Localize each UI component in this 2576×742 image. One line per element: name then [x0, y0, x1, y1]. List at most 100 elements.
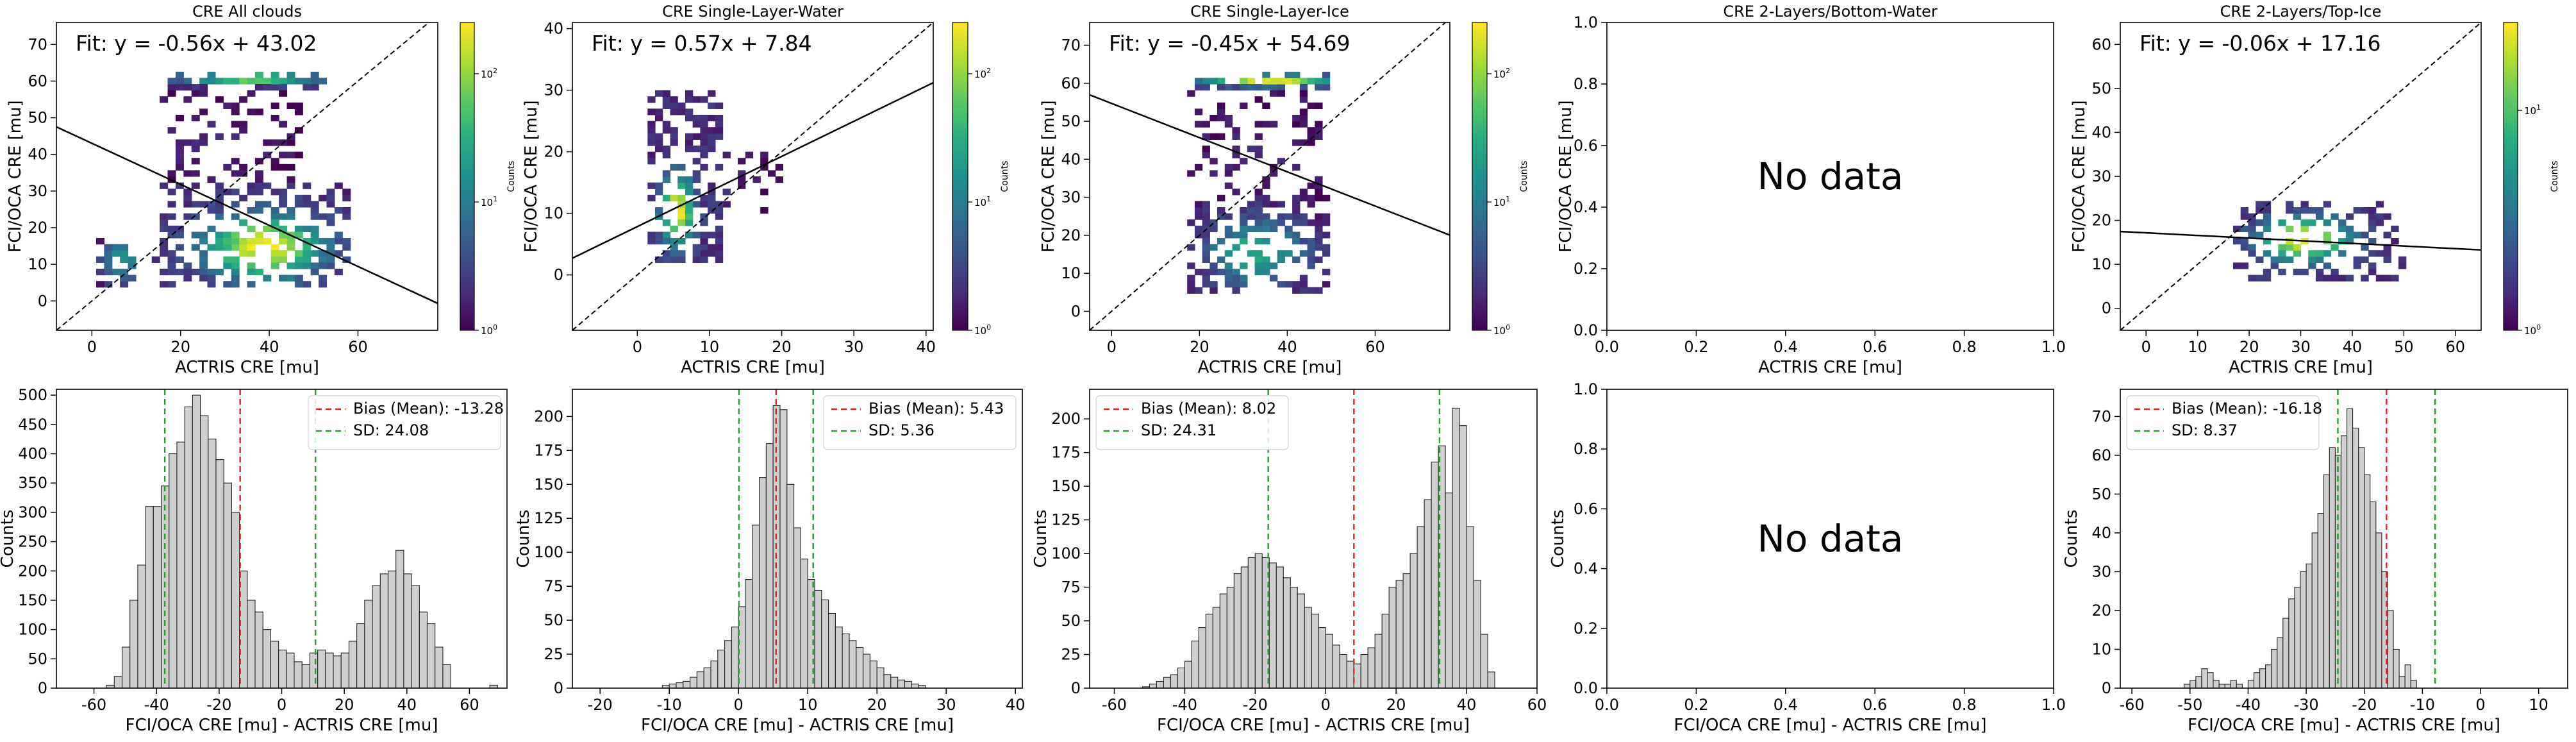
histogram-bar: [786, 484, 795, 688]
histogram-bar: [710, 661, 719, 688]
x-tick-label: 1.0: [2041, 338, 2066, 356]
density-cell: [2345, 213, 2354, 220]
density-cell: [1262, 84, 1270, 91]
density-cell: [2345, 274, 2354, 282]
density-cell: [1277, 256, 1286, 263]
histogram-bar: [765, 443, 774, 688]
colorbar-tick-exponent: 2: [493, 67, 497, 75]
axes-frame: [56, 389, 508, 689]
colorbar: [2503, 22, 2518, 331]
density-cell: [662, 238, 671, 245]
density-cell: [1187, 262, 1195, 269]
y-tick-label: 250: [18, 533, 47, 551]
density-cell: [1315, 194, 1323, 201]
x-tick-label: 0.8: [1952, 338, 1977, 356]
density-cell: [104, 281, 113, 288]
density-cell: [1209, 244, 1218, 251]
density-cell: [326, 189, 335, 196]
density-cell: [2286, 201, 2294, 208]
histogram-bar: [890, 677, 899, 688]
density-cell: [342, 238, 351, 245]
x-tick-label: -60: [81, 696, 106, 714]
density-cell: [655, 90, 663, 97]
histogram-bar: [1212, 607, 1220, 688]
panel-title: CRE Single-Layer-Ice: [1190, 3, 1349, 21]
density-cell: [715, 238, 724, 245]
density-cell: [254, 232, 263, 239]
histogram-bar: [442, 664, 451, 688]
x-tick-label: 20: [170, 338, 190, 356]
density-cell: [279, 121, 288, 128]
density-cell: [2240, 225, 2248, 232]
colorbar-tick-label: 102: [974, 67, 991, 80]
density-cell: [662, 96, 671, 103]
density-cell: [2263, 213, 2272, 220]
density-cell: [1217, 213, 1226, 220]
density-cell: [2353, 256, 2361, 263]
density-cell: [2248, 244, 2256, 251]
density-cell: [1315, 213, 1323, 220]
density-cell: [1270, 121, 1278, 128]
density-cell: [760, 189, 769, 196]
density-cell: [279, 90, 288, 97]
histogram-bar: [419, 611, 428, 688]
density-cell: [270, 84, 279, 91]
density-cell: [310, 84, 319, 91]
colorbar-label: Counts: [1000, 161, 1010, 192]
density-cell: [1194, 84, 1203, 91]
y-tick-label: 175: [1051, 444, 1081, 462]
density-cell: [294, 108, 303, 115]
y-tick-label: 350: [18, 474, 47, 492]
density-cell: [167, 90, 176, 97]
density-cell: [1277, 219, 1286, 226]
density-cell: [231, 133, 240, 140]
density-cell: [2293, 250, 2302, 257]
density-cell: [207, 207, 216, 214]
density-cell: [1247, 213, 1256, 220]
density-cell: [2300, 269, 2309, 276]
density-cell: [183, 189, 192, 196]
density-cell: [231, 121, 240, 128]
density-cell: [199, 238, 208, 245]
density-cell: [279, 151, 288, 158]
density-cell: [2315, 207, 2324, 214]
density-cell: [1232, 281, 1240, 288]
density-cell: [294, 232, 303, 239]
density-cell: [700, 146, 708, 153]
density-cell: [1299, 281, 1308, 288]
density-cell: [247, 250, 256, 257]
density-cell: [715, 102, 724, 109]
density-cell: [2278, 244, 2286, 251]
histogram-bar: [1402, 573, 1411, 688]
density-cell: [215, 194, 224, 201]
legend-box: [2126, 395, 2320, 450]
legend: Bias (Mean): 8.02 SD: 24.31: [1095, 395, 1289, 450]
fit-line: [2120, 230, 2481, 251]
density-cell: [247, 269, 256, 276]
density-cell: [1299, 121, 1308, 128]
density-cell: [191, 170, 200, 177]
histogram-bar: [137, 564, 146, 688]
density-cell: [310, 262, 319, 269]
histogram-bar: [849, 640, 857, 688]
density-cell: [1224, 213, 1233, 220]
density-cell: [303, 262, 312, 269]
x-tick-label: 40: [1277, 338, 1297, 356]
fit-line: [1090, 94, 1450, 236]
density-cell: [2331, 269, 2339, 276]
density-cell: [183, 262, 192, 269]
y-tick-label: 150: [1051, 477, 1081, 495]
density-cell: [294, 262, 303, 269]
density-cell: [1307, 238, 1315, 245]
density-cell: [112, 250, 120, 257]
density-cell: [191, 201, 200, 208]
density-cell: [1322, 194, 1331, 201]
histogram-bar: [2311, 532, 2318, 688]
density-cell: [2345, 238, 2354, 245]
density-cell: [1232, 84, 1240, 91]
histogram-bar: [1487, 671, 1495, 688]
density-cell: [1254, 133, 1263, 140]
density-cell: [738, 158, 746, 165]
density-cell: [1247, 78, 1256, 85]
